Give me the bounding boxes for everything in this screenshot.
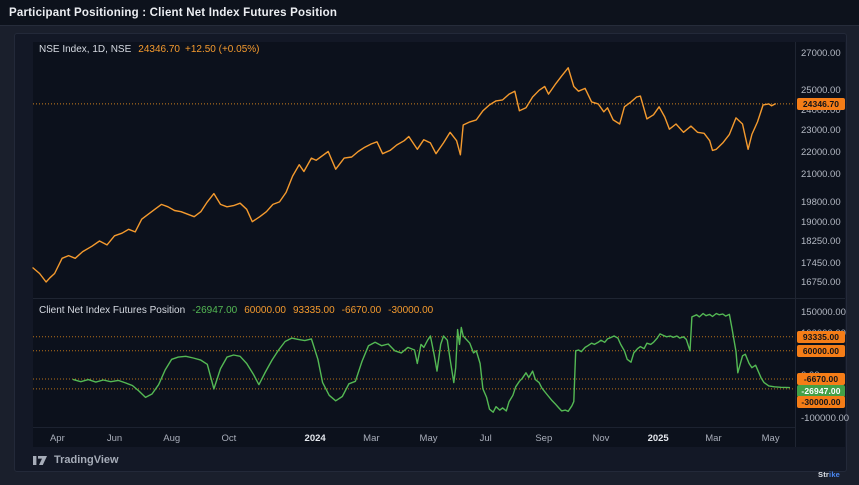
bottom-pane-legend: Client Net Index Futures Position -26947.… xyxy=(39,305,433,316)
symbol-label[interactable]: NSE Index, 1D, NSE xyxy=(39,44,132,55)
price-tick: 18250.00 xyxy=(801,236,841,248)
price-change-value: +12.50 (+0.05%) xyxy=(184,44,260,55)
tradingview-link[interactable]: TradingView xyxy=(54,454,119,466)
time-axis[interactable]: Apr Jun Aug Oct 2024 Mar May Jul Sep Nov 2025 Mar Ma… xyxy=(33,427,795,448)
time-tick: Jun xyxy=(106,433,123,444)
strike-logo: Strike xyxy=(818,470,840,479)
price-tick: -100000.00 xyxy=(801,412,850,424)
pane-divider[interactable] xyxy=(33,298,845,299)
price-tick: 19000.00 xyxy=(801,216,841,228)
price-scale-separator xyxy=(795,42,796,447)
strike-text-accent: ike xyxy=(829,470,841,479)
price-badge: -30000.00 xyxy=(797,396,845,409)
time-tick: 2025 xyxy=(647,433,669,444)
time-tick: Nov xyxy=(592,433,610,444)
indicator-title[interactable]: Client Net Index Futures Position xyxy=(39,305,186,316)
price-tick: 27000.00 xyxy=(801,48,841,60)
price-tick: 16750.00 xyxy=(801,277,841,289)
time-tick: Mar xyxy=(705,433,722,444)
price-badge: 60000.00 xyxy=(797,344,845,357)
time-tick: Aug xyxy=(163,433,181,444)
price-tick: 22000.00 xyxy=(801,146,841,158)
time-tick: Oct xyxy=(221,433,237,444)
time-tick: May xyxy=(419,433,438,444)
price-badge: -6670.00 xyxy=(797,373,845,386)
indicator-value-4: -6670.00 xyxy=(341,305,382,316)
time-tick: Jul xyxy=(479,433,492,444)
indicator-value-1: -26947.00 xyxy=(192,305,238,316)
chart-plot-area[interactable] xyxy=(33,42,845,447)
tradingview-logo xyxy=(33,455,47,465)
tradingview-attribution[interactable]: TradingView xyxy=(33,451,119,469)
price-tick: 17450.00 xyxy=(801,257,841,269)
top-pane-legend: NSE Index, 1D, NSE 24346.70 +12.50 (+0.05%… xyxy=(39,44,259,55)
price-badge: 24346.70 xyxy=(797,97,845,110)
price-badge: -26947.00 xyxy=(797,384,845,397)
time-tick: May xyxy=(761,433,780,444)
price-tick: 24000.00 xyxy=(801,104,841,116)
indicator-value-3: 93335.00 xyxy=(292,305,335,316)
time-tick: Sep xyxy=(535,433,553,444)
time-tick: 2024 xyxy=(304,433,326,444)
time-tick: Mar xyxy=(363,433,380,444)
time-tick: Apr xyxy=(49,433,65,444)
price-scale[interactable]: 27000.00 25000.00 24000.00 23000.00 22000.00… xyxy=(796,42,858,447)
price-tick: 19800.00 xyxy=(801,197,841,209)
price-tick: 150000.00 xyxy=(801,306,846,318)
window-header: Participant Positioning : Client Net Ind… xyxy=(0,0,859,26)
price-tick: 25000.00 xyxy=(801,85,841,97)
price-tick: 23000.00 xyxy=(801,125,841,137)
price-tick: 21000.00 xyxy=(801,168,841,180)
page-title: Participant Positioning : Client Net Ind… xyxy=(9,6,338,19)
indicator-value-2: 60000.00 xyxy=(244,305,286,316)
strike-text: Str xyxy=(818,470,830,479)
indicator-value-5: -30000.00 xyxy=(388,305,434,316)
last-price-value: 24346.70 xyxy=(138,44,180,55)
price-badge: 93335.00 xyxy=(797,330,845,343)
